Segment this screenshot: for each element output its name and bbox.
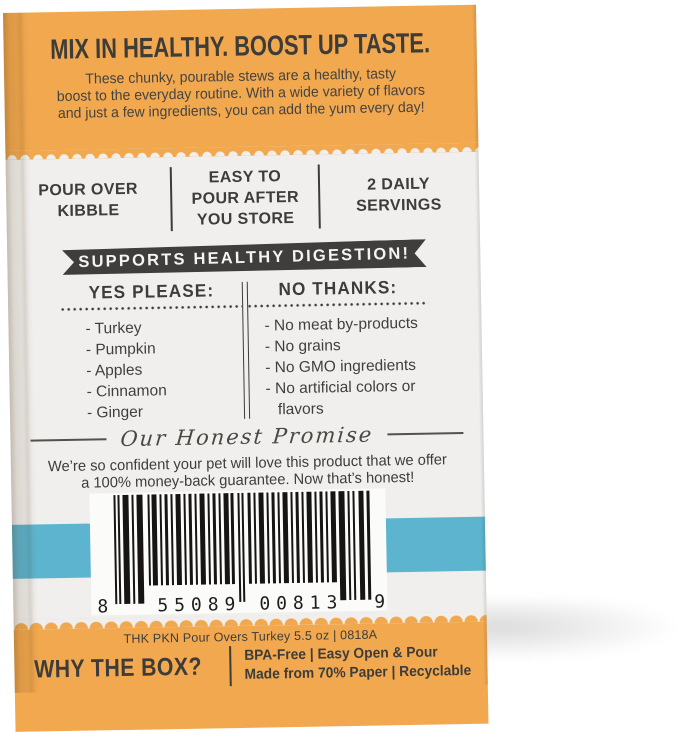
list-item: - No meat by-products <box>264 314 418 335</box>
dotted-rule <box>248 301 429 308</box>
yes-no-section: YES PLEASE: - Turkey - Pumpkin - Apples … <box>61 277 430 424</box>
top-orange-banner: MIX IN HEALTHY. BOOST UP TASTE. These ch… <box>3 4 479 151</box>
barcode-label: 8 55089 00813 9 <box>89 488 388 616</box>
why-the-box-heading: WHY THE BOX? <box>33 652 202 684</box>
yes-please-heading: YES PLEASE: <box>88 280 215 303</box>
box-drop-shadow <box>462 600 677 660</box>
ribbon-banner-row: SUPPORTS HEALTHY DIGESTION! <box>7 240 480 276</box>
white-panel: POUR OVER KIBBLE EASY TO POUR AFTER YOU … <box>5 159 487 620</box>
list-item: - No artificial colors or flavors <box>265 377 416 419</box>
no-thanks-list: - No meat by-products - No grains - No G… <box>248 313 430 421</box>
product-photo: MIX IN HEALTHY. BOOST UP TASTE. These ch… <box>0 0 679 667</box>
headline: MIX IN HEALTHY. BOOST UP TASTE. <box>49 26 431 66</box>
no-thanks-heading: NO THANKS: <box>278 277 398 300</box>
vertical-divider <box>228 646 232 687</box>
feature-easy-to-pour: EASY TO POUR AFTER YOU STORE <box>191 167 300 229</box>
honest-promise-section: Our Honest Promise We’re so confident yo… <box>10 421 484 493</box>
barcode-group-2: 00813 <box>259 592 337 614</box>
barcode-group-1: 55089 <box>157 594 235 616</box>
yes-please-column: YES PLEASE: - Turkey - Pumpkin - Apples … <box>61 280 244 424</box>
upc-barcode: 8 55089 00813 9 <box>97 490 385 616</box>
bottom-banner-content: THK PKN Pour Overs Turkey 5.5 oz | 0818A… <box>13 621 489 732</box>
promise-heading-row: Our Honest Promise <box>10 421 483 453</box>
promise-heading: Our Honest Promise <box>119 422 375 452</box>
list-item: - Pumpkin <box>85 340 156 359</box>
box-benefits-text: BPA-Free | Easy Open & Pour Made from 70… <box>243 644 472 683</box>
list-item: - No grains <box>264 337 341 356</box>
bottom-orange-banner: THK PKN Pour Overs Turkey 5.5 oz | 0818A… <box>13 611 489 732</box>
product-box-back-panel: MIX IN HEALTHY. BOOST UP TASTE. These ch… <box>3 4 489 732</box>
dotted-rule <box>61 304 243 312</box>
rule-right <box>387 432 464 436</box>
list-item: - Turkey <box>85 319 142 338</box>
digestion-ribbon: SUPPORTS HEALTHY DIGESTION! <box>62 239 427 277</box>
feature-columns: POUR OVER KIBBLE EASY TO POUR AFTER YOU … <box>6 160 480 236</box>
barcode-right-digit: 9 <box>374 591 385 612</box>
list-item: - Apples <box>86 361 143 380</box>
feature-pour-over-kibble: POUR OVER KIBBLE <box>38 180 139 221</box>
why-the-box-row: WHY THE BOX? BPA-Free | Easy Open & Pour… <box>14 642 488 690</box>
feature-daily-servings: 2 DAILY SERVINGS <box>355 175 442 215</box>
list-item: - No GMO ingredients <box>265 356 417 377</box>
list-item: - Cinnamon <box>86 382 167 401</box>
rule-left <box>30 438 107 442</box>
promise-body: We’re so confident your pet will love th… <box>47 451 448 492</box>
barcode-left-digit: 8 <box>97 596 108 615</box>
list-item: - Ginger <box>86 403 144 422</box>
no-thanks-column: NO THANKS: - No meat by-products - No gr… <box>248 277 430 421</box>
tagline-text: These chunky, pourable stews are a healt… <box>56 66 426 123</box>
yes-please-list: - Turkey - Pumpkin - Apples - Cinnamon -… <box>61 316 244 424</box>
